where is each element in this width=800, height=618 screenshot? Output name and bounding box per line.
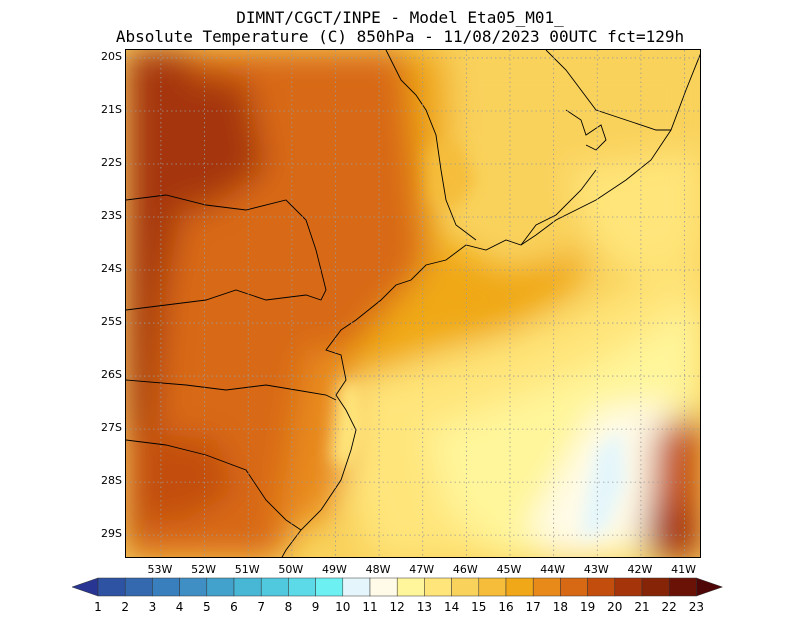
lake bbox=[565, 109, 607, 151]
colorbar-tick-label: 2 bbox=[121, 600, 129, 614]
colorbar-tick-label: 9 bbox=[311, 600, 320, 614]
colorbar-segment bbox=[152, 577, 180, 597]
colorbar-tick-label: 10 bbox=[335, 600, 351, 614]
border-mg-es bbox=[545, 50, 671, 131]
lat-tick-label: 21S bbox=[101, 102, 122, 116]
colorbar-tick-label: 15 bbox=[471, 600, 487, 614]
colorbar-arrow-high bbox=[696, 577, 724, 597]
colorbar-segment bbox=[641, 577, 670, 597]
colorbar-tick-label: 5 bbox=[202, 600, 211, 614]
boundaries bbox=[126, 50, 700, 557]
lat-tick-label: 23S bbox=[101, 209, 122, 223]
lat-tick-label: 29S bbox=[101, 527, 122, 541]
colorbar-tick-label: 23 bbox=[688, 600, 705, 614]
lon-tick-label: 49W bbox=[322, 563, 347, 576]
colorbar-segment bbox=[396, 577, 425, 597]
colorbar-segment bbox=[179, 577, 208, 597]
colorbar-tick-label: 21 bbox=[634, 600, 650, 614]
colorbar-tick-label: 6 bbox=[230, 600, 238, 614]
lon-tick-label: 48W bbox=[365, 563, 391, 576]
colorbar-segment bbox=[97, 577, 126, 597]
border-rj bbox=[520, 169, 597, 246]
colorbar-segment bbox=[315, 577, 344, 597]
border-sc-rs bbox=[126, 439, 302, 531]
lon-tick-label: 51W bbox=[234, 563, 260, 576]
colorbar bbox=[71, 577, 724, 597]
colorbar-segment bbox=[505, 577, 534, 597]
colorbar-segment bbox=[532, 577, 561, 597]
colorbar-tick-label: 13 bbox=[416, 600, 433, 614]
map-panel bbox=[125, 49, 701, 558]
lat-lon-grid bbox=[126, 50, 700, 557]
lon-tick-label: 47W bbox=[409, 563, 435, 576]
colorbar-segment bbox=[233, 577, 262, 597]
colorbar-tick-label: 16 bbox=[498, 600, 514, 614]
colorbar-segment bbox=[342, 577, 371, 597]
temperature-shading bbox=[126, 50, 700, 557]
map-title-line-1: DIMNT/CGCT/INPE - Model Eta05_M01_ bbox=[236, 8, 564, 27]
colorbar-tick-label: 18 bbox=[552, 600, 569, 614]
colorbar-segment bbox=[587, 577, 616, 597]
lon-tick-label: 53W bbox=[147, 563, 173, 576]
colorbar-segment bbox=[451, 577, 480, 597]
colorbar-tick-label: 14 bbox=[443, 600, 460, 614]
lon-tick-label: 44W bbox=[540, 563, 566, 576]
colorbar-tick-label: 12 bbox=[389, 600, 405, 614]
lat-tick-label: 25S bbox=[101, 315, 122, 329]
lat-tick-label: 24S bbox=[101, 262, 122, 276]
lon-tick-label: 45W bbox=[496, 563, 522, 576]
colorbar-segment bbox=[560, 577, 588, 597]
colorbar-tick-label: 7 bbox=[257, 600, 265, 614]
colorbar-segment bbox=[288, 577, 316, 597]
border-sp-pr bbox=[126, 194, 327, 311]
colorbar-segment bbox=[206, 577, 235, 597]
colorbar-tick-label: 8 bbox=[284, 600, 293, 614]
lat-tick-label: 28S bbox=[101, 474, 122, 488]
lat-tick-label: 20S bbox=[101, 49, 122, 63]
temperature-field-map bbox=[126, 50, 700, 557]
colorbar-segment bbox=[260, 577, 289, 597]
colorbar-tick-label: 4 bbox=[175, 600, 184, 614]
colorbar-segment bbox=[124, 577, 153, 597]
colorbar-tick-label: 17 bbox=[525, 600, 541, 614]
colorbar-segment bbox=[668, 577, 697, 597]
lon-tick-label: 41W bbox=[671, 563, 696, 576]
lon-tick-label: 50W bbox=[278, 563, 304, 576]
lat-tick-label: 22S bbox=[101, 155, 122, 169]
coastline bbox=[281, 53, 700, 557]
border-pr-sc bbox=[126, 379, 337, 401]
colorbar-segment bbox=[614, 577, 643, 597]
lon-tick-label: 46W bbox=[452, 563, 478, 576]
temperature-detail bbox=[331, 140, 626, 540]
colorbar-segment bbox=[478, 577, 507, 597]
colorbar-tick-label: 20 bbox=[607, 600, 623, 614]
colorbar-tick-label: 3 bbox=[148, 600, 157, 614]
map-title-line-2: Absolute Temperature (C) 850hPa - 11/08/… bbox=[115, 27, 685, 46]
border-mg-sp bbox=[385, 50, 477, 241]
lon-tick-label: 43W bbox=[583, 563, 609, 576]
lon-tick-label: 52W bbox=[191, 563, 216, 576]
lon-tick-label: 42W bbox=[627, 563, 653, 576]
colorbar-tick-label: 22 bbox=[661, 600, 677, 614]
colorbar-tick-label: 19 bbox=[579, 600, 596, 614]
colorbar-tick-label: 1 bbox=[94, 600, 102, 614]
colorbar-segment bbox=[369, 577, 398, 597]
colorbar-arrow-low bbox=[71, 577, 99, 597]
colorbar-segment bbox=[424, 577, 452, 597]
lat-tick-label: 26S bbox=[101, 368, 122, 382]
colorbar-tick-label: 11 bbox=[362, 600, 378, 614]
lat-tick-label: 27S bbox=[101, 421, 122, 435]
